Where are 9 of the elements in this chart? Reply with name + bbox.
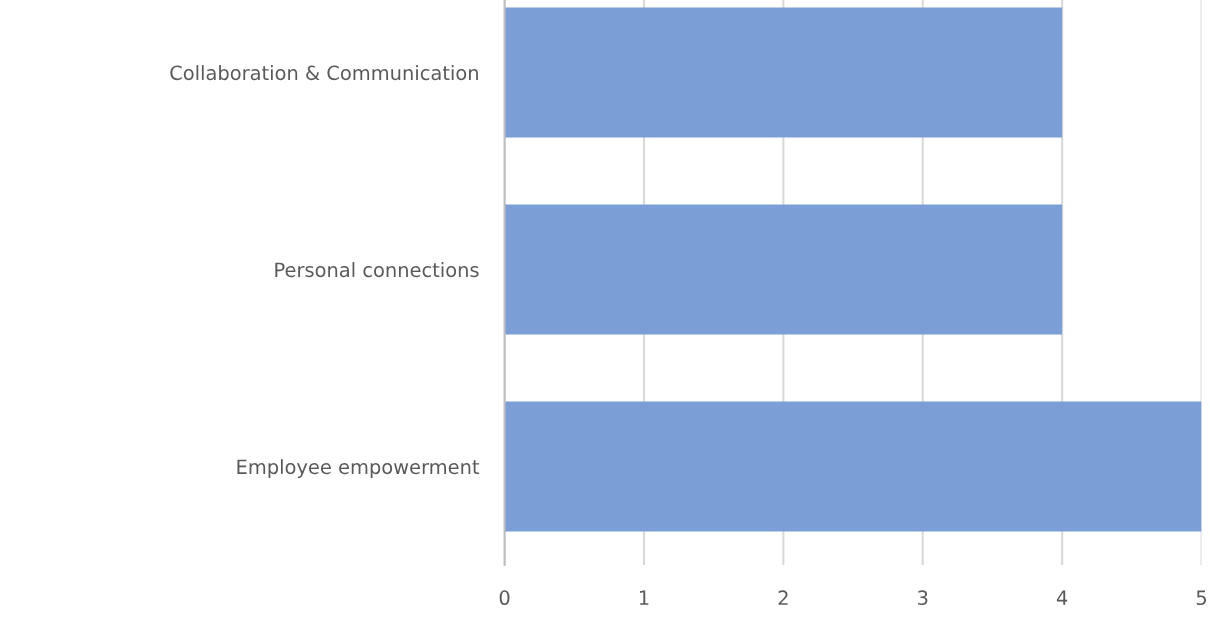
x-tick-label: 3: [918, 590, 928, 606]
x-tick-label: 5: [1196, 590, 1207, 606]
x-tick-label: 0: [499, 590, 510, 606]
y-tick-label: Collaboration & Communication: [170, 65, 478, 81]
x-tick-label: 4: [1056, 590, 1068, 605]
x-tick-label: 1: [639, 590, 649, 605]
y-tick-label: Employee empowerment: [237, 459, 480, 478]
x-tick-label: 2: [778, 590, 788, 605]
y-tick-label: Personal connections: [275, 262, 479, 278]
